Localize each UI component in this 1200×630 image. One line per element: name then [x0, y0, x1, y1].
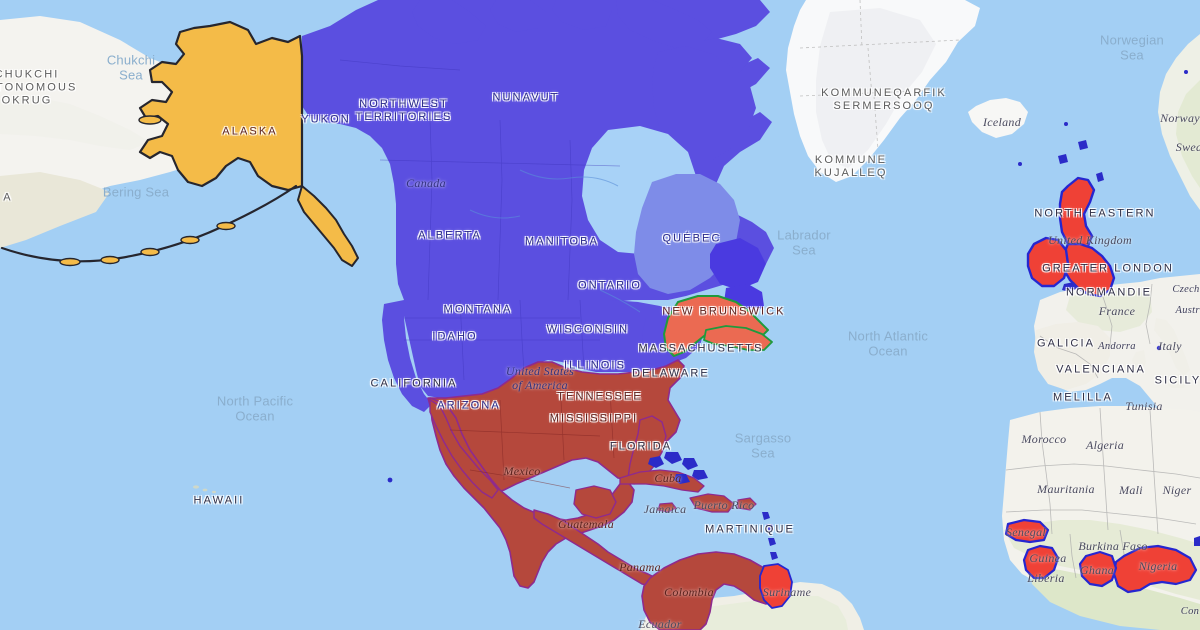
hispaniola[interactable]	[689, 493, 735, 513]
rivers	[469, 169, 641, 313]
canada-arctic-islands[interactable]	[412, 0, 752, 74]
region-usa-north[interactable]	[404, 300, 688, 398]
region-senegal[interactable]	[1004, 518, 1050, 544]
land-scandinavia-green	[1176, 80, 1200, 188]
internal-red-borders	[449, 379, 615, 489]
puerto-rico[interactable]	[737, 497, 757, 511]
uk-small-isles[interactable]	[1058, 140, 1104, 182]
hawaii-islands	[193, 485, 216, 494]
aleutian-islands	[59, 115, 236, 267]
land-kamchatka-arid	[0, 172, 110, 248]
yucatan[interactable]	[573, 485, 617, 519]
region-colombia-venezuela[interactable]	[641, 551, 781, 630]
usa-west-coast-blue[interactable]	[382, 300, 432, 412]
canada-baffin[interactable]	[652, 46, 756, 160]
africa-small-highlight[interactable]	[1194, 536, 1200, 546]
region-nigeria[interactable]	[1112, 544, 1198, 594]
sa-green-shading	[690, 596, 848, 630]
greenland-admin-border	[799, 0, 961, 151]
admin-borders	[1005, 283, 1200, 579]
jamaica[interactable]	[657, 502, 677, 513]
region-newfoundland[interactable]	[710, 238, 766, 290]
sicily	[1164, 374, 1188, 388]
lesser-antilles[interactable]	[762, 512, 778, 560]
baja-california[interactable]	[429, 399, 499, 499]
europe-green-shading	[1066, 290, 1152, 332]
bahamas[interactable]	[648, 452, 708, 484]
region-mexico[interactable]	[429, 397, 635, 589]
aleutian-chain	[0, 184, 298, 263]
africa-forest-band	[1030, 566, 1200, 630]
alaska-panhandle[interactable]	[297, 185, 359, 267]
greenland-shading	[816, 8, 936, 168]
region-uk-scotland[interactable]	[1058, 176, 1096, 252]
internal-state-borders	[339, 59, 621, 381]
sardinia	[1132, 350, 1146, 372]
iberia	[1034, 322, 1110, 390]
ocean-islands	[387, 70, 1188, 483]
land-chukotka-detail	[0, 96, 150, 150]
channel-islands-dot[interactable]	[1062, 282, 1078, 292]
region-guyana[interactable]	[759, 563, 793, 609]
region-alaska[interactable]	[138, 20, 304, 192]
region-ireland[interactable]	[1026, 236, 1070, 288]
nova-scotia[interactable]	[703, 325, 773, 351]
land-iceland	[968, 98, 1028, 138]
italy-boot	[1154, 318, 1190, 376]
region-ghana[interactable]	[1078, 550, 1118, 588]
region-liberia-guinea[interactable]	[1022, 544, 1060, 580]
